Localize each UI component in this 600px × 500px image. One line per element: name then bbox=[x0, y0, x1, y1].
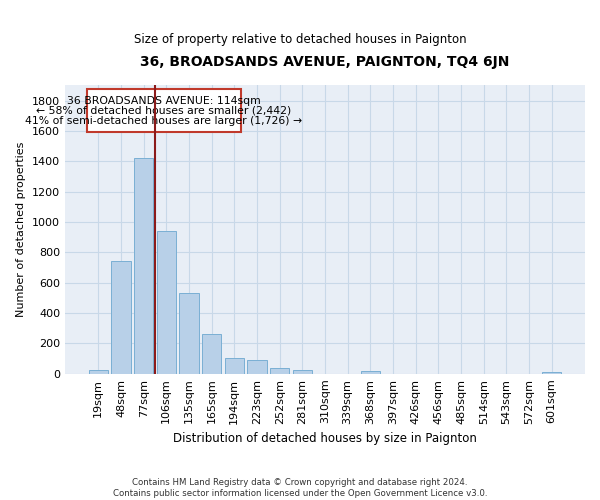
Bar bbox=[542, 372, 562, 374]
Bar bbox=[134, 158, 153, 374]
Text: ← 58% of detached houses are smaller (2,442): ← 58% of detached houses are smaller (2,… bbox=[37, 106, 292, 116]
Bar bbox=[270, 368, 289, 374]
Y-axis label: Number of detached properties: Number of detached properties bbox=[16, 142, 26, 318]
X-axis label: Distribution of detached houses by size in Paignton: Distribution of detached houses by size … bbox=[173, 432, 477, 445]
Bar bbox=[89, 370, 108, 374]
Bar bbox=[112, 260, 131, 374]
Bar bbox=[293, 370, 312, 374]
Text: 36 BROADSANDS AVENUE: 114sqm: 36 BROADSANDS AVENUE: 114sqm bbox=[67, 96, 261, 106]
Bar bbox=[247, 360, 266, 374]
Text: Size of property relative to detached houses in Paignton: Size of property relative to detached ho… bbox=[134, 32, 466, 46]
FancyBboxPatch shape bbox=[87, 89, 241, 132]
Bar bbox=[202, 334, 221, 374]
Bar bbox=[361, 372, 380, 374]
Text: Contains HM Land Registry data © Crown copyright and database right 2024.
Contai: Contains HM Land Registry data © Crown c… bbox=[113, 478, 487, 498]
Title: 36, BROADSANDS AVENUE, PAIGNTON, TQ4 6JN: 36, BROADSANDS AVENUE, PAIGNTON, TQ4 6JN bbox=[140, 55, 509, 69]
Bar bbox=[224, 358, 244, 374]
Text: 41% of semi-detached houses are larger (1,726) →: 41% of semi-detached houses are larger (… bbox=[25, 116, 302, 126]
Bar bbox=[179, 294, 199, 374]
Bar bbox=[157, 231, 176, 374]
